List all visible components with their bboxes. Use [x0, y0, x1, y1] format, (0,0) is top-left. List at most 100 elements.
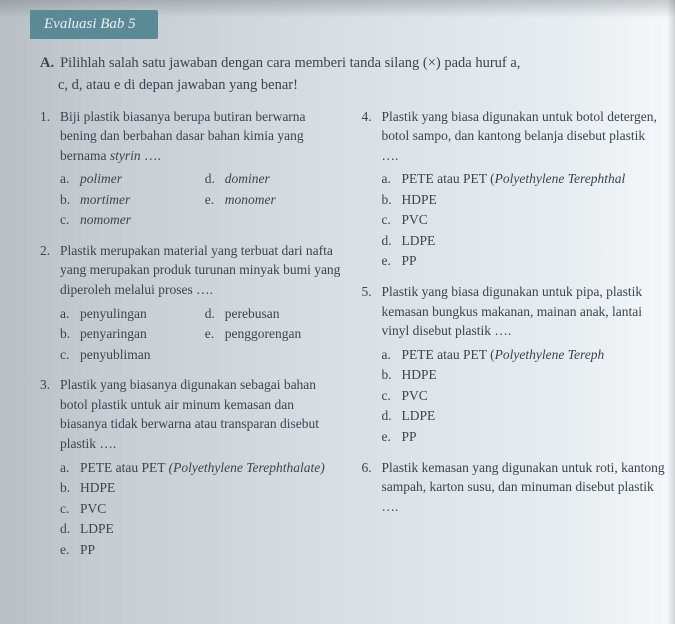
option-letter: e. [205, 190, 225, 210]
option-text: HDPE [402, 190, 437, 210]
option-letter: e. [382, 251, 402, 271]
option-text: PVC [80, 499, 106, 519]
option-text: PP [80, 540, 95, 560]
option-letter: d. [382, 231, 402, 251]
option: d.perebusan [205, 304, 344, 324]
option-letter: c. [60, 345, 80, 365]
option: c.PVC [60, 499, 344, 519]
option-letter: e. [382, 427, 402, 447]
question-stem: Plastik yang biasa digunakan untuk botol… [382, 107, 666, 166]
option: d.dominer [205, 169, 344, 189]
question-body: Biji plastik biasanya berupa butiran ber… [60, 107, 344, 231]
option: d.LDPE [382, 231, 666, 251]
option: c.PVC [382, 210, 666, 230]
question: 4.Plastik yang biasa digunakan untuk bot… [362, 107, 666, 273]
question-body: Plastik yang biasa digunakan untuk pipa,… [382, 282, 666, 448]
option-text: HDPE [80, 478, 115, 498]
option-text: monomer [225, 190, 276, 210]
option-text: PVC [402, 386, 428, 406]
option-text: polimer [80, 169, 122, 189]
instruction-line1: Pilihlah salah satu jawaban dengan cara … [60, 55, 520, 71]
option-letter: d. [205, 169, 225, 189]
question-number: 2. [40, 241, 60, 365]
instruction-text: A. Pilihlah salah satu jawaban dengan car… [40, 53, 665, 97]
option: e.monomer [205, 190, 344, 210]
option: a.PETE atau PET (Polyethylene Terephthal… [60, 458, 344, 478]
option-text: LDPE [402, 406, 436, 426]
option: a.polimer [60, 169, 199, 189]
question-number: 5. [362, 282, 382, 448]
option-letter: b. [60, 478, 80, 498]
options-grid: a.polimer d.dominer b.mortimer e.monomer c.n… [60, 169, 344, 231]
option: c.penyubliman [60, 345, 199, 365]
options-grid: a.penyulingand.perebusanb.penyaringane.p… [60, 304, 344, 366]
question-stem: Plastik yang biasa digunakan untuk pipa,… [382, 282, 666, 341]
option-letter: d. [205, 304, 225, 324]
option-letter: b. [382, 365, 402, 385]
question-number: 3. [40, 375, 60, 560]
question-number: 4. [362, 107, 382, 273]
option: e.PP [60, 540, 344, 560]
option: a.PETE atau PET (Polyethylene Terephthal [382, 169, 666, 189]
option-text: PETE atau PET (Polyethylene Tereph [402, 345, 605, 365]
question: 2.Plastik merupakan material yang terbua… [40, 241, 344, 365]
option-text: PETE atau PET (Polyethylene Terephthal [402, 169, 626, 189]
column-right: 4.Plastik yang biasa digunakan untuk bot… [362, 107, 666, 571]
option-letter: b. [60, 324, 80, 344]
instruction-letter: A. [40, 55, 54, 71]
option: e.PP [382, 251, 666, 271]
question-body: Plastik kemasan yang digunakan untuk rot… [382, 458, 666, 521]
option-text: dominer [225, 169, 270, 189]
option-letter: b. [60, 190, 80, 210]
option-text: penyubliman [80, 345, 151, 365]
option-letter: c. [382, 386, 402, 406]
question: 1.Biji plastik biasanya berupa butiran b… [40, 107, 344, 231]
option-letter: c. [382, 210, 402, 230]
question-stem: Biji plastik biasanya berupa butiran ber… [60, 107, 344, 166]
option-letter: d. [60, 519, 80, 539]
option: b.HDPE [60, 478, 344, 498]
chapter-tab: Evaluasi Bab 5 [30, 10, 158, 39]
option-letter: c. [60, 210, 80, 230]
question-columns: 1.Biji plastik biasanya berupa butiran b… [40, 107, 665, 571]
option-letter: a. [382, 169, 402, 189]
question-stem: Plastik yang biasanya digunakan sebagai … [60, 375, 344, 453]
option-letter: e. [60, 540, 80, 560]
question-body: Plastik yang biasa digunakan untuk botol… [382, 107, 666, 273]
option-letter: d. [382, 406, 402, 426]
option-text: perebusan [225, 304, 280, 324]
option-text: LDPE [402, 231, 436, 251]
question-body: Plastik merupakan material yang terbuat … [60, 241, 344, 365]
option: c.nomomer [60, 210, 199, 230]
option-text: penyulingan [80, 304, 147, 324]
option: b.HDPE [382, 365, 666, 385]
question: 3.Plastik yang biasanya digunakan sebaga… [40, 375, 344, 560]
question-stem: Plastik kemasan yang digunakan untuk rot… [382, 458, 666, 517]
option-letter: a. [382, 345, 402, 365]
option: b.mortimer [60, 190, 199, 210]
option-text: mortimer [80, 190, 130, 210]
option: c.PVC [382, 386, 666, 406]
options-list: a.PETE atau PET (Polyethylene Terephthal… [60, 458, 344, 560]
option-letter: e. [205, 324, 225, 344]
question: 5.Plastik yang biasa digunakan untuk pip… [362, 282, 666, 448]
options-list: a.PETE atau PET (Polyethylene Terephthal… [382, 169, 666, 271]
option-text: LDPE [80, 519, 114, 539]
instruction-line2: c, d, atau e di depan jawaban yang benar… [58, 77, 298, 93]
option: d.LDPE [60, 519, 344, 539]
option-text: penggorengan [225, 324, 301, 344]
page-content: Evaluasi Bab 5 A. Pilihlah salah satu jaw… [0, 0, 675, 580]
option-letter: a. [60, 304, 80, 324]
option-text: HDPE [402, 365, 437, 385]
option: e.penggorengan [205, 324, 344, 344]
option-text: PVC [402, 210, 428, 230]
option: d.LDPE [382, 406, 666, 426]
option-text: PP [402, 427, 417, 447]
question-body: Plastik yang biasanya digunakan sebagai … [60, 375, 344, 560]
option-letter: a. [60, 169, 80, 189]
option: e.PP [382, 427, 666, 447]
option-text: PETE atau PET (Polyethylene Terephthalat… [80, 458, 325, 478]
option-text: nomomer [80, 210, 131, 230]
column-left: 1.Biji plastik biasanya berupa butiran b… [40, 107, 344, 571]
question: 6.Plastik kemasan yang digunakan untuk r… [362, 458, 666, 521]
